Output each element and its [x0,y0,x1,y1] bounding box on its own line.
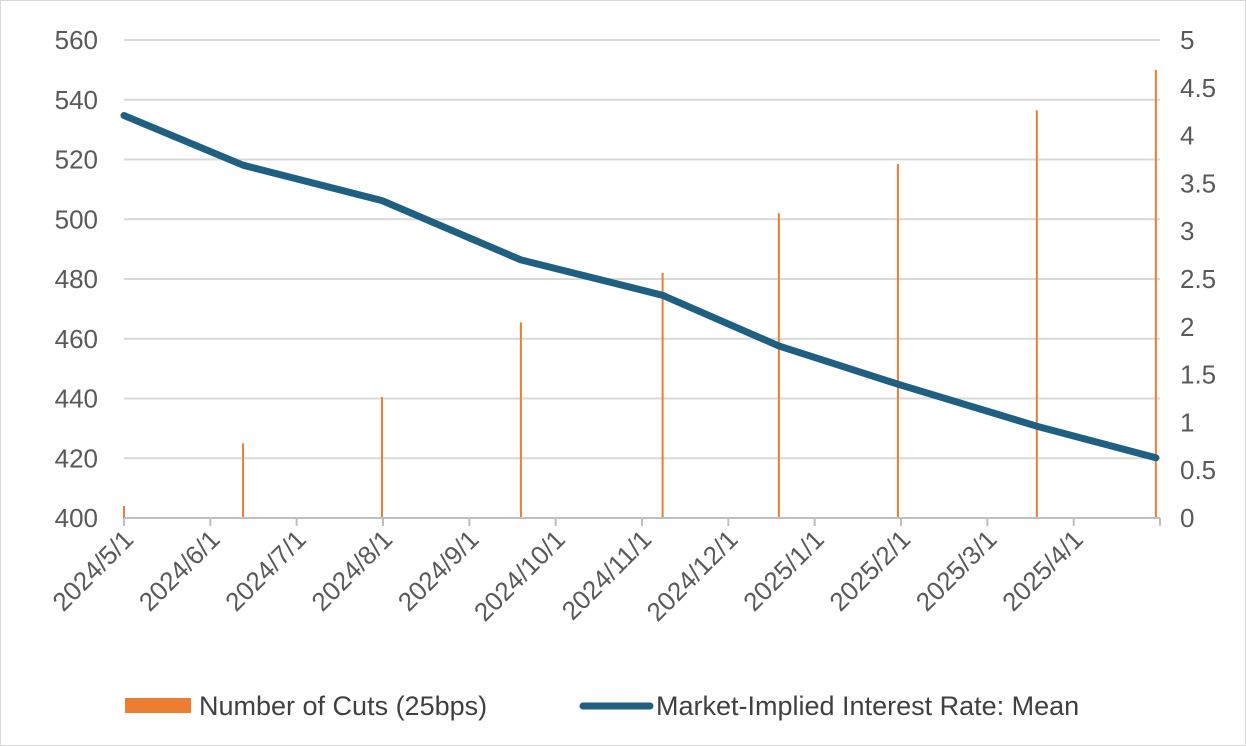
right-y-axis: 0 0.5 1 1.5 2 2.5 3 3.5 4 4.5 5 [1180,25,1216,533]
cuts-bar [123,506,125,518]
left-tick-label: 500 [55,204,98,234]
x-tick-label: 2025/4/1 [996,524,1089,617]
left-y-axis: 400 420 440 460 480 500 520 540 560 [55,25,98,533]
x-axis [123,517,1161,526]
right-tick-label: 2.5 [1180,264,1216,294]
cuts-bar [1035,110,1038,519]
x-tick-label: 2025/3/1 [910,524,1003,617]
x-tick-label: 2024/6/1 [133,524,226,617]
x-tick-label: 2024/10/1 [468,524,571,627]
left-tick-label: 540 [55,85,98,115]
left-tick-label: 520 [55,145,98,175]
legend-label-cuts: Number of Cuts (25bps) [199,691,487,721]
x-tick-label: 2024/5/1 [46,524,139,617]
cuts-bar [661,273,664,518]
x-tick-label: 2025/2/1 [823,524,916,617]
right-tick-label: 4 [1180,121,1194,151]
right-tick-label: 3 [1180,216,1194,246]
left-tick-label: 460 [55,324,98,354]
x-axis-labels: 2024/5/12024/6/12024/7/12024/8/12024/9/1… [46,524,1088,627]
left-tick-label: 440 [55,384,98,414]
x-tick-label: 2025/1/1 [737,524,830,617]
right-tick-label: 0 [1180,503,1194,533]
legend-label-rate: Market-Implied Interest Rate: Mean [656,691,1079,721]
legend-swatch-cuts [125,698,191,713]
rate-series-line [120,112,1160,462]
cuts-bars [123,69,1157,519]
cuts-bar [519,322,522,518]
x-tick-label: 2024/11/1 [556,524,658,626]
right-tick-label: 5 [1180,25,1194,55]
right-tick-label: 1.5 [1180,360,1216,390]
cuts-bar [380,397,383,518]
x-tick-label: 2024/12/1 [641,524,744,627]
right-tick-label: 1 [1180,407,1194,437]
cuts-bar [242,443,245,518]
cuts-bar [1154,69,1157,518]
left-tick-label: 420 [55,443,98,473]
right-tick-label: 4.5 [1180,73,1216,103]
cuts-bar [777,213,780,518]
gridlines [124,39,1160,519]
left-tick-label: 560 [55,25,98,55]
x-tick-label: 2024/7/1 [219,524,312,617]
left-tick-label: 400 [55,503,98,533]
right-tick-label: 2 [1180,312,1194,342]
right-tick-label: 3.5 [1180,168,1216,198]
x-tick-label: 2024/8/1 [305,524,398,617]
legend: Number of Cuts (25bps) Market-Implied In… [125,691,1079,721]
left-tick-label: 480 [55,264,98,294]
right-tick-label: 0.5 [1180,455,1216,485]
cuts-bar [896,163,899,518]
